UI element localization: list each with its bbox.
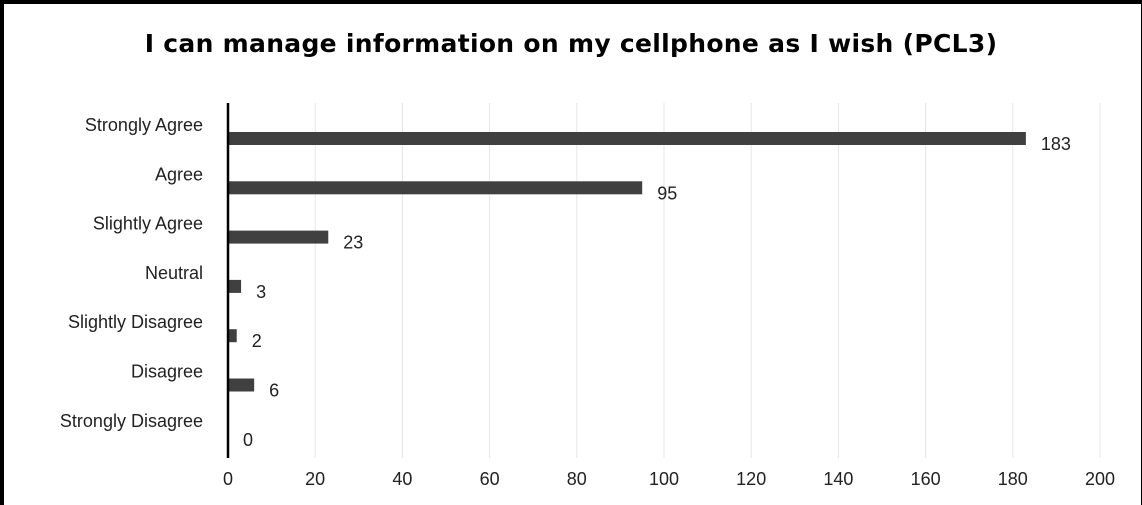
x-tick-label: 60 — [480, 469, 500, 489]
bar-strongly-agree — [228, 132, 1026, 145]
data-label: 0 — [243, 430, 253, 450]
data-label: 2 — [252, 331, 262, 351]
bar-slightly-agree — [228, 230, 329, 244]
category-label: Strongly Disagree — [60, 411, 203, 431]
x-tick-label: 200 — [1085, 469, 1115, 489]
x-axis-tick-labels: 0 20 40 60 80 100 120 140 160 180 200 — [223, 469, 1115, 489]
x-tick-label: 80 — [567, 469, 587, 489]
category-label: Neutral — [145, 263, 203, 283]
x-tick-label: 100 — [649, 469, 679, 489]
data-label: 6 — [269, 381, 279, 401]
chart-title: I can manage information on my cellphone… — [144, 29, 998, 58]
bar-slightly-disagree — [228, 329, 237, 343]
x-tick-label: 140 — [823, 469, 853, 489]
data-labels: 183 95 23 3 2 6 0 — [243, 134, 1071, 450]
data-label: 183 — [1041, 134, 1071, 154]
data-label: 3 — [256, 282, 266, 302]
category-label: Slightly Disagree — [68, 312, 203, 332]
bars — [228, 132, 1026, 392]
x-tick-label: 0 — [223, 469, 233, 489]
bar-agree — [228, 181, 643, 195]
category-label: Strongly Agree — [85, 115, 203, 135]
data-label: 23 — [343, 233, 363, 253]
data-label: 95 — [657, 183, 677, 203]
gridlines — [314, 103, 1101, 458]
category-label: Agree — [155, 164, 203, 184]
x-tick-label: 180 — [998, 469, 1028, 489]
x-tick-label: 40 — [392, 469, 412, 489]
x-tick-label: 160 — [911, 469, 941, 489]
x-tick-label: 20 — [305, 469, 325, 489]
bar-neutral — [228, 279, 242, 293]
category-labels: Strongly Agree Agree Slightly Agree Neutral… — [60, 115, 203, 431]
bar-disagree — [228, 378, 255, 392]
category-label: Disagree — [131, 362, 203, 382]
x-tick-label: 120 — [736, 469, 766, 489]
category-label: Slightly Agree — [93, 214, 203, 234]
